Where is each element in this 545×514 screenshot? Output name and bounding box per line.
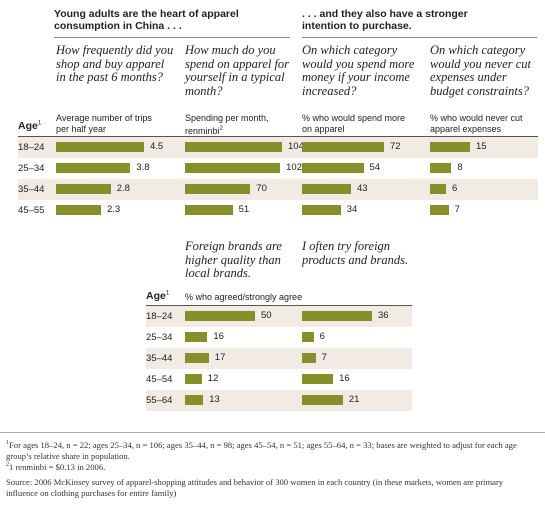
value-label-foreign-quality-4: 12 (207, 373, 219, 384)
footnote-1-sup: 1 (6, 440, 9, 446)
top-age-label-1: 18–24 (18, 142, 45, 153)
sub-spend-more: % who would spend more on apparel (302, 113, 406, 134)
age-header-top-sup: 1 (37, 120, 42, 127)
value-label-try-foreign-5: 21 (348, 394, 360, 405)
bar-spending-1 (185, 142, 282, 152)
top-age-label-3: 35–44 (18, 184, 45, 195)
bar-spending-4 (185, 205, 233, 215)
bottom-age-label-4: 45–54 (146, 374, 173, 385)
value-label-spending-4: 51 (238, 204, 250, 215)
question-never-cut: On which category would you never cut ex… (430, 43, 532, 98)
bottom-age-label-2: 25–34 (146, 332, 173, 343)
bar-never-cut-4 (430, 205, 449, 215)
footnote-1-text: For ages 18–24, n = 22; ages 25–34, n = … (6, 439, 517, 461)
bar-try-foreign-4 (302, 374, 334, 384)
header-rule-left (54, 37, 290, 38)
age-header-top: Age1 (18, 120, 41, 132)
value-label-foreign-quality-2: 16 (213, 331, 224, 342)
bar-spend-more-3 (302, 184, 351, 194)
question-frequency: How frequently did you shop and buy appa… (56, 43, 174, 84)
bar-spending-3 (185, 184, 251, 194)
header-rule-right (302, 37, 537, 38)
right-header: . . . and they also have a stronger inte… (302, 8, 468, 32)
bar-foreign-quality-2 (185, 332, 208, 342)
value-label-never-cut-2: 8 (457, 162, 463, 173)
value-label-spend-more-4: 34 (346, 204, 358, 215)
value-label-never-cut-4: 7 (454, 204, 460, 215)
left-header: Young adults are the heart of apparel co… (54, 8, 239, 32)
bar-never-cut-3 (430, 184, 446, 194)
value-label-foreign-quality-5: 13 (209, 394, 220, 405)
footnote-2: 21 renminbi = $0.13 in 2006. (6, 460, 536, 473)
bar-foreign-quality-5 (185, 395, 204, 405)
bottom-band-row-5 (146, 390, 412, 411)
bar-foreign-quality-4 (185, 374, 202, 384)
value-label-frequency-3: 2.8 (116, 183, 130, 194)
bar-frequency-4 (56, 205, 101, 215)
age-header-top-text: Age (18, 120, 38, 132)
question-try-foreign: I often try foreign products and brands. (302, 239, 409, 267)
value-label-never-cut-1: 15 (476, 141, 487, 152)
value-label-spending-3: 70 (256, 183, 267, 194)
question-spending: How much do you spend on apparel for you… (185, 43, 290, 98)
bar-try-foreign-3 (302, 353, 316, 363)
bar-never-cut-2 (430, 163, 452, 173)
bar-spend-more-2 (302, 163, 364, 173)
top-band-row-3 (18, 179, 538, 200)
top-age-label-2: 25–34 (18, 163, 45, 174)
value-label-spending-2: 102 (286, 162, 302, 173)
bar-spend-more-4 (302, 205, 341, 215)
top-table-rule (18, 136, 538, 137)
age-header-bottom: Age1 (146, 290, 169, 302)
top-age-label-4: 45–55 (18, 205, 45, 216)
value-label-foreign-quality-3: 17 (214, 352, 226, 363)
bottom-age-label-1: 18–24 (146, 311, 173, 322)
value-label-never-cut-3: 6 (452, 183, 458, 194)
footnote-2-text: 1 renminbi = $0.13 in 2006. (9, 461, 106, 472)
age-header-bottom-sup: 1 (165, 290, 170, 297)
sub-frequency: Average number of trips per half year (56, 113, 152, 134)
value-label-frequency-1: 4.5 (150, 141, 164, 152)
sub-agree: % who agreed/strongly agree (185, 292, 303, 302)
value-label-spend-more-1: 72 (390, 141, 401, 152)
value-label-try-foreign-4: 16 (339, 373, 350, 384)
value-label-frequency-4: 2.3 (106, 204, 121, 215)
bar-spend-more-1 (302, 142, 384, 152)
bar-try-foreign-5 (302, 395, 343, 405)
bar-try-foreign-1 (302, 311, 372, 321)
bar-spending-2 (185, 163, 281, 173)
footnote-rule (0, 432, 545, 433)
footnote-1: 1For ages 18–24, n = 22; ages 25–34, n =… (6, 438, 536, 462)
bar-frequency-3 (56, 184, 111, 194)
footnote-source: Source: 2006 McKinsey survey of apparel-… (6, 477, 504, 498)
bottom-band-row-3 (146, 348, 412, 369)
bar-frequency-1 (56, 142, 144, 152)
value-label-spend-more-2: 54 (369, 162, 381, 173)
footnote-2-sup: 2 (6, 462, 9, 468)
value-label-spend-more-3: 43 (356, 183, 368, 194)
value-label-try-foreign-3: 7 (321, 352, 327, 363)
sub-spending-text: Spending per month, renminbi (185, 113, 269, 136)
bar-frequency-2 (56, 163, 131, 173)
sub-never-cut: % who would never cut apparel expenses (430, 113, 523, 134)
bar-never-cut-1 (430, 142, 470, 152)
sub-spending: Spending per month, renminbi2 (185, 113, 300, 137)
bottom-table-rule (146, 305, 412, 306)
sub-spending-sup: 2 (219, 126, 223, 132)
value-label-spending-1: 104 (288, 141, 304, 152)
value-label-try-foreign-1: 36 (378, 310, 389, 321)
bar-foreign-quality-1 (185, 311, 255, 321)
bottom-age-label-3: 35–44 (146, 353, 173, 364)
value-label-foreign-quality-1: 50 (261, 310, 272, 321)
question-foreign-quality: Foreign brands are higher quality than l… (185, 239, 282, 280)
age-header-bottom-text: Age (146, 290, 166, 302)
value-label-try-foreign-2: 6 (319, 331, 325, 342)
bar-foreign-quality-3 (185, 353, 209, 363)
bottom-age-label-5: 55–64 (146, 395, 173, 406)
question-spend-more: On which category would you spend more m… (302, 43, 415, 98)
bar-try-foreign-2 (302, 332, 314, 342)
value-label-frequency-2: 3.8 (136, 162, 150, 173)
